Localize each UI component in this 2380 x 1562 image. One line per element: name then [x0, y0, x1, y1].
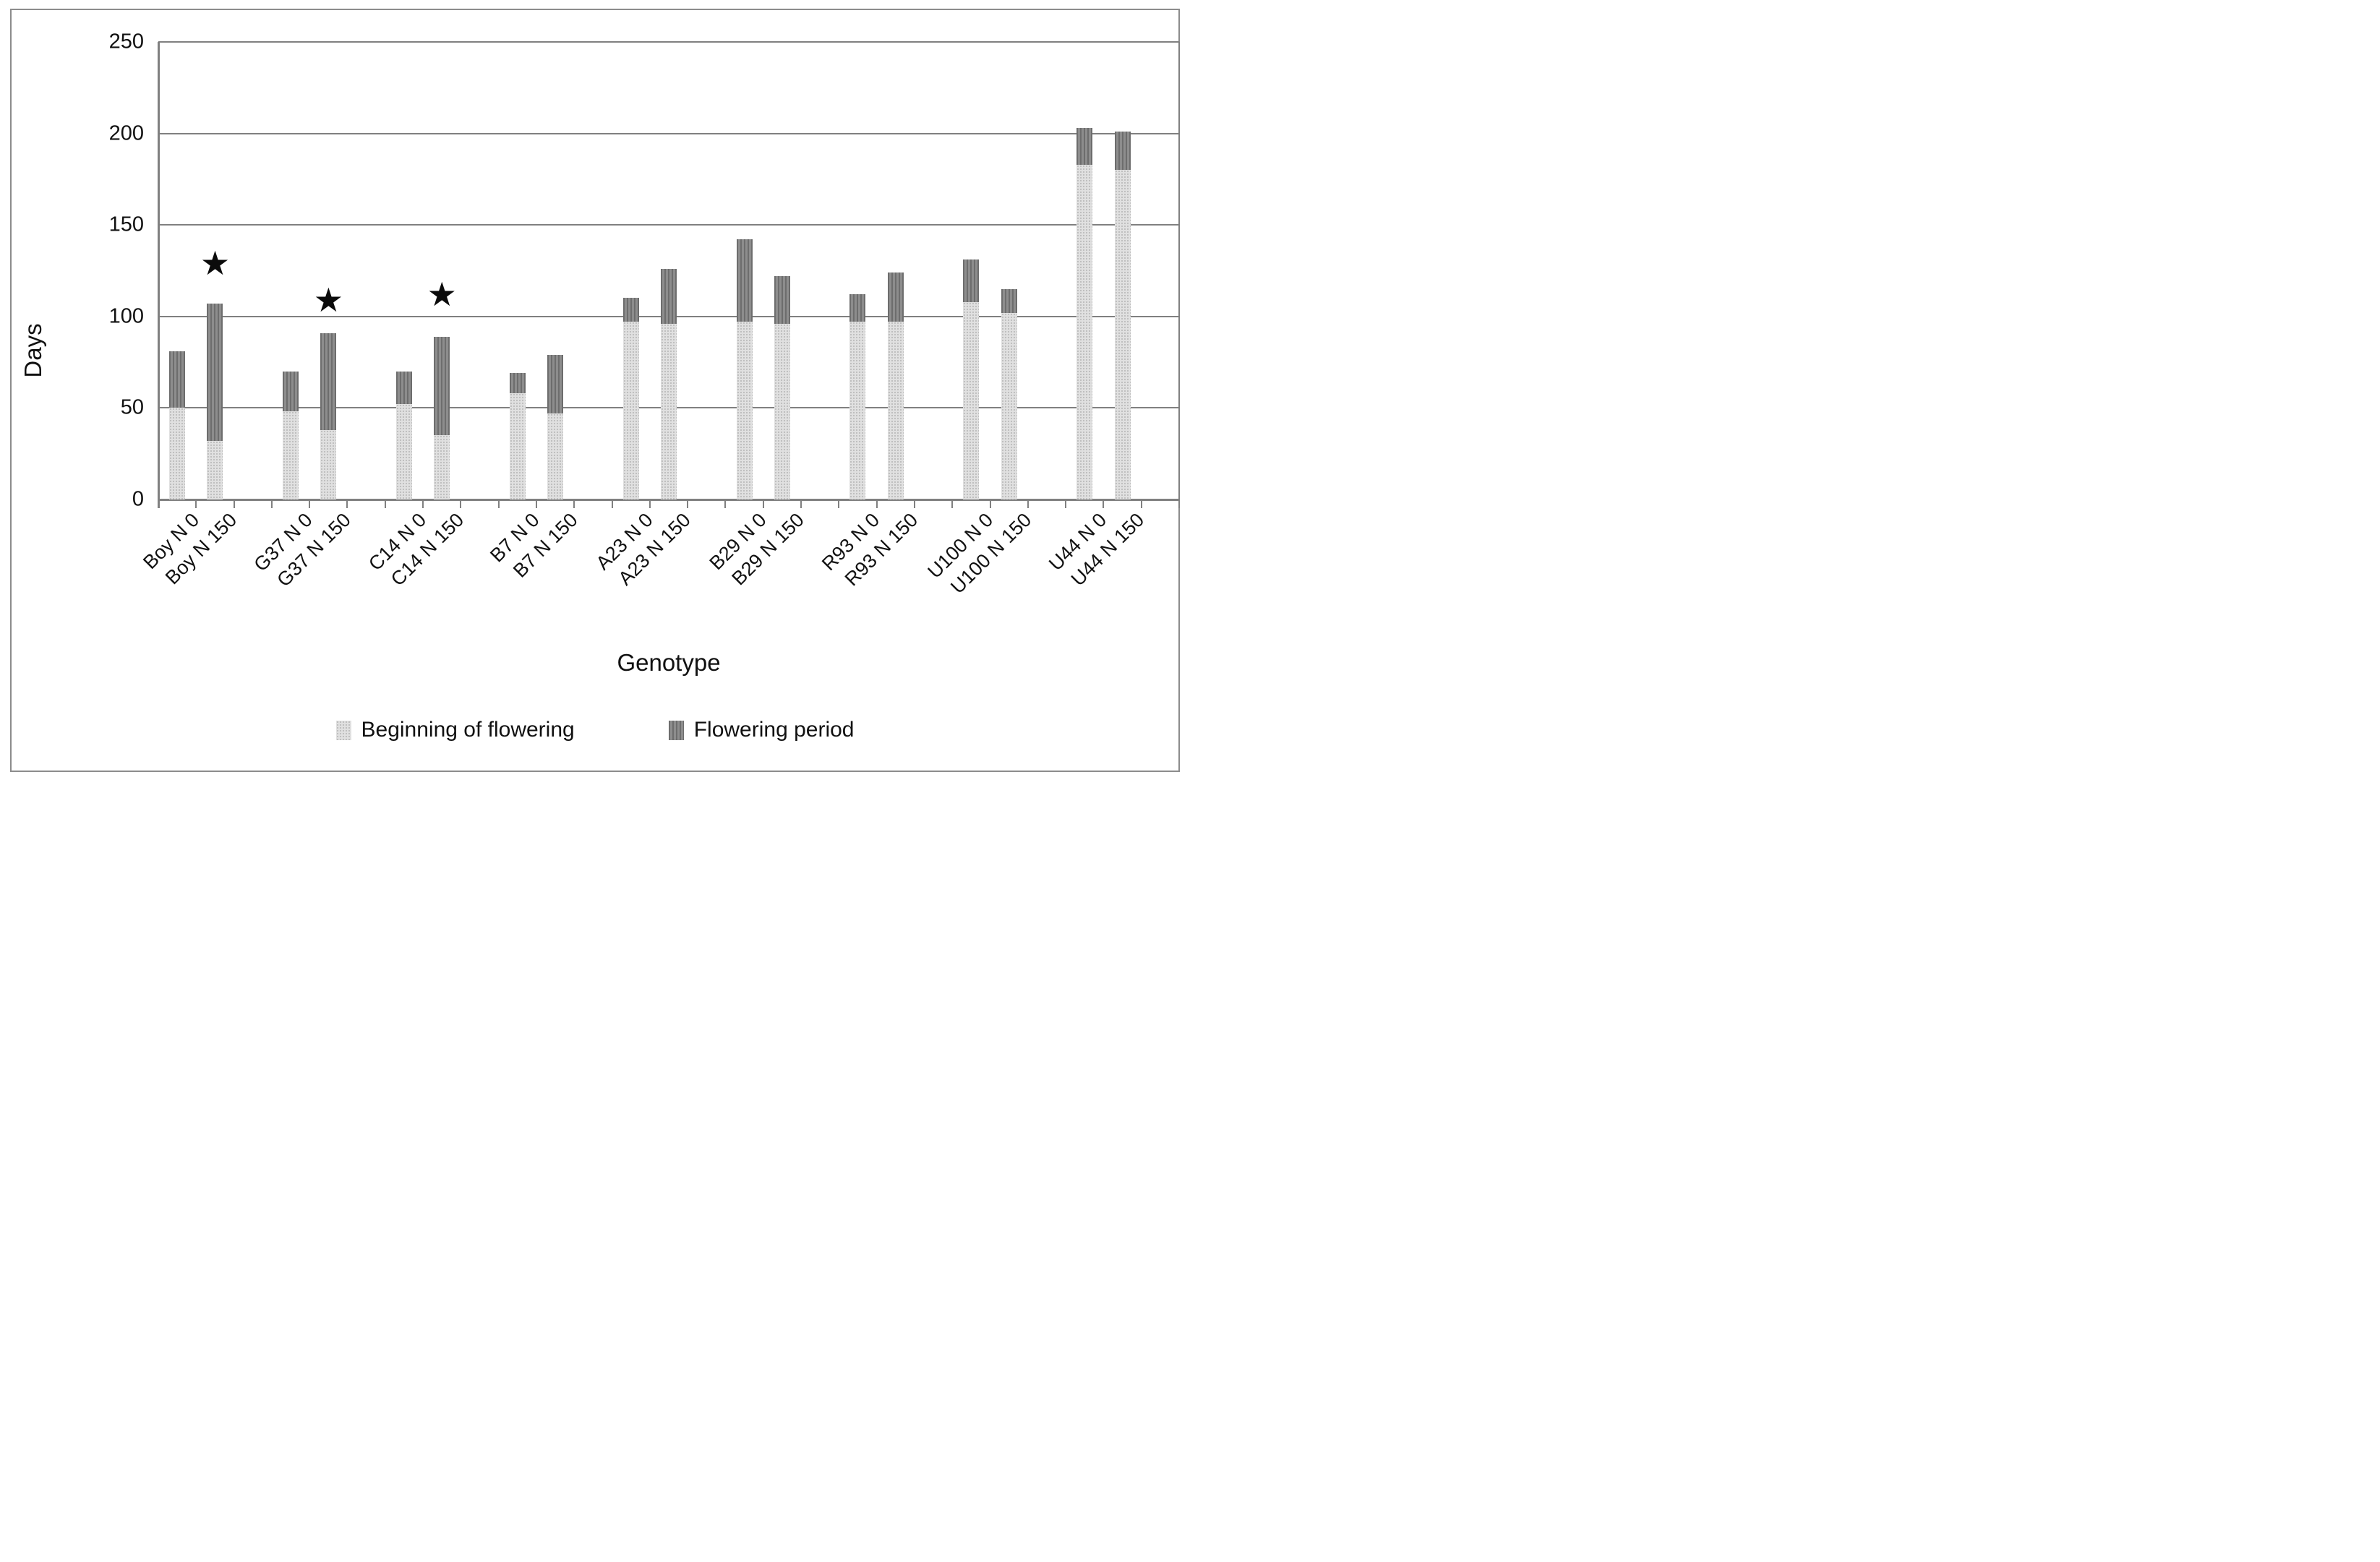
gridline-250: [158, 41, 1179, 43]
x-axis-tick: [1103, 500, 1105, 508]
stacked-bar-chart: Days 0 50 100 150 200 250 Boy N 0 Boy N 150 G37 …: [0, 0, 1190, 781]
y-tick-label: 0: [132, 487, 144, 511]
x-axis-tick: [648, 500, 651, 508]
bar-flowering-period: [1001, 288, 1017, 313]
bar-beginning-of-flowering: [207, 440, 223, 499]
bar-beginning-of-flowering: [1001, 312, 1017, 499]
bar-beginning-of-flowering: [661, 323, 677, 499]
bar-flowering-period: [283, 371, 299, 412]
bar-flowering-period: [169, 351, 186, 408]
plot-right-border: [1178, 42, 1180, 499]
significance-star-icon: ★: [200, 244, 231, 283]
x-axis-tick: [800, 500, 802, 508]
bar-flowering-period: [207, 304, 223, 441]
bar-beginning-of-flowering: [887, 322, 904, 499]
bar-flowering-period: [887, 273, 904, 322]
x-axis-tick: [989, 500, 991, 508]
x-axis-tick: [309, 500, 311, 508]
x-axis-tick: [346, 500, 348, 508]
bar-flowering-period: [963, 259, 980, 302]
bar-beginning-of-flowering: [509, 393, 526, 499]
x-axis-tick: [876, 500, 878, 508]
gridline-150: [158, 224, 1179, 226]
bar-beginning-of-flowering: [1114, 170, 1131, 499]
legend-item-flowering-period: Flowering period: [668, 718, 855, 742]
bar-beginning-of-flowering: [320, 429, 337, 499]
x-axis-tick: [535, 500, 537, 508]
x-axis-tick: [1027, 500, 1029, 508]
x-axis-tick: [611, 500, 613, 508]
bar-beginning-of-flowering: [547, 413, 564, 499]
x-axis-tick: [270, 500, 273, 508]
x-axis-tick: [951, 500, 954, 508]
significance-star-icon: ★: [313, 281, 343, 319]
x-axis-tick: [384, 500, 386, 508]
bar-beginning-of-flowering: [434, 435, 450, 499]
bar-flowering-period: [774, 276, 790, 324]
bar-flowering-period: [622, 298, 639, 322]
bar-flowering-period: [547, 354, 564, 413]
gridline-200: [158, 132, 1179, 134]
x-axis-tick: [573, 500, 575, 508]
x-axis-tick: [1065, 500, 1067, 508]
bar-flowering-period: [1076, 128, 1093, 165]
bar-beginning-of-flowering: [283, 411, 299, 499]
x-axis-tick: [838, 500, 840, 508]
x-axis-tick: [1178, 500, 1180, 508]
y-tick-label: 200: [108, 121, 144, 145]
legend-label: Flowering period: [693, 718, 855, 742]
bar-beginning-of-flowering: [169, 408, 186, 499]
y-tick-label: 250: [108, 30, 144, 53]
x-axis-tick: [233, 500, 235, 508]
bar-beginning-of-flowering: [849, 322, 866, 499]
x-axis-tick: [460, 500, 462, 508]
legend-label: Beginning of flowering: [361, 718, 575, 742]
x-axis-line: [158, 499, 1180, 501]
y-axis-title: Days: [20, 323, 46, 378]
bar-flowering-period: [1114, 132, 1131, 171]
bar-flowering-period: [320, 332, 337, 430]
bar-beginning-of-flowering: [774, 323, 790, 499]
legend: Beginning of flowering Flowering period: [0, 718, 1190, 742]
legend-swatch-dark-icon: [668, 720, 684, 740]
bar-flowering-period: [434, 336, 450, 436]
bar-flowering-period: [736, 239, 753, 322]
y-tick-label: 50: [120, 395, 144, 419]
y-tick-label: 150: [108, 213, 144, 236]
legend-swatch-light-icon: [335, 720, 351, 740]
x-axis-tick: [422, 500, 424, 508]
bar-flowering-period: [509, 373, 526, 394]
bar-beginning-of-flowering: [622, 322, 639, 499]
bar-flowering-period: [661, 268, 677, 324]
bar-beginning-of-flowering: [1076, 164, 1093, 499]
bar-beginning-of-flowering: [963, 301, 980, 499]
x-axis-tick: [1140, 500, 1142, 508]
legend-item-beginning-of-flowering: Beginning of flowering: [335, 718, 575, 742]
y-tick-label: 100: [108, 304, 144, 328]
x-axis-tick: [762, 500, 764, 508]
x-axis-tick: [195, 500, 197, 508]
bar-beginning-of-flowering: [395, 404, 412, 499]
x-axis-tick: [724, 500, 727, 508]
significance-star-icon: ★: [427, 275, 457, 314]
y-axis-line: [158, 42, 160, 508]
x-axis-tick: [687, 500, 689, 508]
bar-flowering-period: [395, 371, 412, 405]
bar-flowering-period: [849, 294, 866, 322]
x-axis-title: Genotype: [617, 649, 721, 676]
x-axis-tick: [497, 500, 500, 508]
bar-beginning-of-flowering: [736, 322, 753, 499]
x-axis-tick: [913, 500, 915, 508]
